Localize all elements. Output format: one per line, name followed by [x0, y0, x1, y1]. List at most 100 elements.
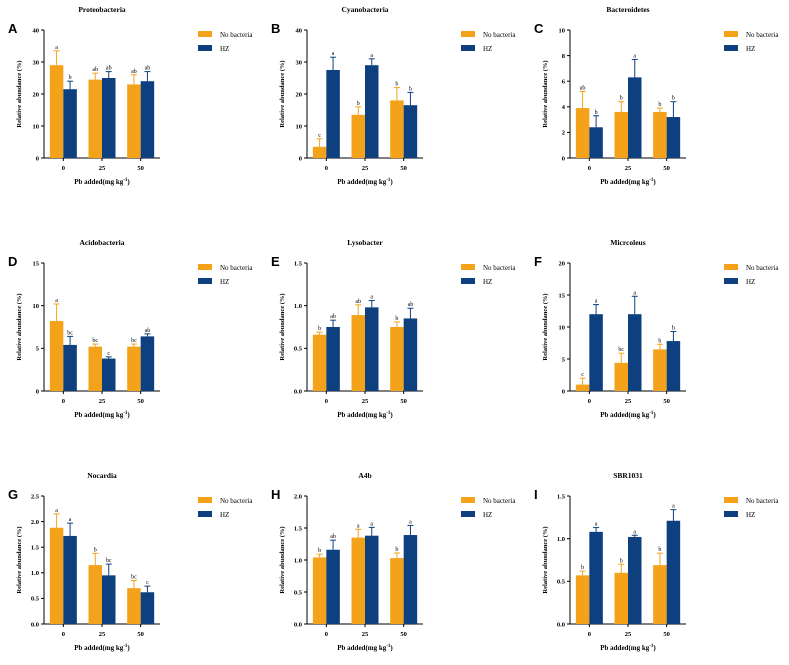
bar-no-bacteria — [653, 349, 667, 391]
x-axis-label-close: ) — [127, 411, 130, 419]
bar-no-bacteria — [351, 315, 365, 391]
panel-letter: I — [534, 487, 538, 502]
bar-no-bacteria — [127, 588, 141, 624]
y-axis-label: Relative abundance (%) — [542, 293, 549, 360]
significance-label: a — [409, 519, 412, 525]
x-tick-label: 50 — [137, 165, 144, 172]
x-tick-label: 0 — [325, 398, 328, 405]
significance-label: b — [318, 326, 321, 332]
bar-hz — [365, 307, 379, 391]
significance-label: ab — [131, 69, 137, 75]
y-tick-label: 15 — [559, 292, 566, 299]
y-axis-label: Relative abundance (%) — [279, 526, 286, 593]
x-tick-label: 50 — [400, 165, 407, 172]
x-tick-label: 0 — [62, 165, 65, 172]
bar-no-bacteria — [49, 527, 64, 624]
significance-label: b — [595, 110, 598, 116]
y-tick-label: 5 — [36, 346, 40, 353]
y-axis-label: Relative abundance (%) — [542, 526, 549, 593]
x-tick-label: 50 — [400, 631, 407, 638]
legend-swatch-hz — [461, 511, 475, 517]
panel-letter: B — [271, 21, 280, 36]
significance-label: bc — [131, 338, 137, 344]
x-axis-label: Pb added(mg kg-1) — [600, 411, 656, 419]
bar-no-bacteria — [312, 146, 327, 158]
y-axis-label: Relative abundance (%) — [279, 293, 286, 360]
legend-label-no-bacteria: No bacteria — [746, 497, 779, 505]
legend-swatch-hz — [198, 511, 212, 517]
significance-label: ab — [145, 66, 151, 72]
bar-no-bacteria — [127, 84, 141, 158]
panel-title: Lysobacter — [347, 238, 383, 247]
x-axis-label-main: Pb added(mg kg — [337, 178, 387, 186]
y-tick-label: 20 — [296, 91, 303, 98]
significance-label: a — [332, 51, 335, 57]
y-tick-label: 1.5 — [31, 545, 40, 552]
legend-label-hz: HZ — [483, 511, 492, 519]
significance-label: b — [395, 82, 398, 88]
panel-a: A Proteobacteria 0 10 20 30 40 Relative abundan… — [8, 5, 253, 186]
legend-label-hz: HZ — [746, 45, 755, 53]
y-tick-label: 0.0 — [31, 621, 39, 628]
y-tick-label: 2.5 — [31, 493, 40, 500]
x-tick-label: 50 — [400, 398, 407, 405]
bar-hz — [326, 70, 340, 158]
y-tick-label: 1.0 — [31, 570, 39, 577]
significance-label: b — [581, 565, 584, 571]
bar-no-bacteria — [390, 100, 404, 158]
panel-title: Proteobacteria — [78, 5, 126, 14]
legend-swatch-hz — [724, 45, 738, 51]
y-tick-label: 0 — [299, 155, 302, 162]
y-tick-label: 0 — [36, 155, 39, 162]
bar-hz — [63, 344, 77, 391]
y-tick-label: 1.0 — [294, 303, 302, 310]
y-tick-label: 2.0 — [31, 519, 39, 526]
y-axis-label: Relative abundance (%) — [16, 526, 23, 593]
y-tick-label: 2.0 — [294, 493, 302, 500]
bar-hz — [63, 535, 77, 624]
y-tick-label: 0.0 — [557, 621, 565, 628]
y-tick-label: 2 — [562, 130, 565, 137]
bar-hz — [365, 65, 379, 158]
y-tick-label: 1.0 — [294, 557, 302, 564]
significance-label: c — [146, 580, 149, 586]
y-tick-label: 10 — [33, 123, 40, 130]
bar-no-bacteria — [88, 79, 102, 158]
significance-label: a — [633, 529, 636, 535]
y-tick-label: 6 — [562, 79, 566, 86]
x-tick-label: 0 — [325, 631, 328, 638]
legend-label-no-bacteria: No bacteria — [220, 264, 253, 272]
panel-f: F Micrcoleus 0 5 10 15 20 Relative abundance (%… — [534, 238, 779, 419]
y-tick-label: 0.5 — [294, 346, 303, 353]
x-tick-label: 25 — [99, 398, 106, 405]
x-tick-label: 25 — [625, 165, 632, 172]
panel-i: I SBR1031 0.0 0.5 1.0 1.5 Relative abundance (… — [534, 471, 779, 652]
bar-no-bacteria — [575, 108, 590, 158]
legend-label-no-bacteria: No bacteria — [746, 264, 779, 272]
bar-no-bacteria — [49, 321, 64, 391]
legend-swatch-no-bacteria — [724, 497, 738, 503]
x-axis-label-exponent: -1 — [649, 411, 654, 416]
y-tick-label: 20 — [559, 260, 566, 267]
x-axis-label-main: Pb added(mg kg — [600, 644, 650, 652]
y-tick-label: 10 — [33, 303, 40, 310]
significance-label: b — [395, 547, 398, 553]
bar-no-bacteria — [351, 537, 365, 624]
y-tick-label: 40 — [33, 27, 40, 34]
x-axis-label: Pb added(mg kg-1) — [337, 644, 393, 652]
significance-label: a — [357, 523, 360, 529]
y-tick-label: 4 — [562, 104, 566, 111]
bar-no-bacteria — [614, 111, 628, 158]
x-tick-label: 50 — [663, 165, 670, 172]
significance-label: a — [69, 517, 72, 523]
legend-label-no-bacteria: No bacteria — [220, 497, 253, 505]
x-axis-label: Pb added(mg kg-1) — [74, 644, 130, 652]
y-tick-label: 0 — [562, 155, 565, 162]
panel-g: G Nocardia 0.0 0.5 1.0 1.5 2.0 2.5 Relative abun… — [8, 471, 253, 652]
significance-label: b — [409, 86, 412, 92]
significance-label: a — [672, 504, 675, 510]
significance-label: ab — [92, 67, 98, 73]
legend-label-hz: HZ — [746, 278, 755, 286]
legend-label-no-bacteria: No bacteria — [483, 264, 516, 272]
panel-title: Cyanobacteria — [341, 5, 388, 14]
